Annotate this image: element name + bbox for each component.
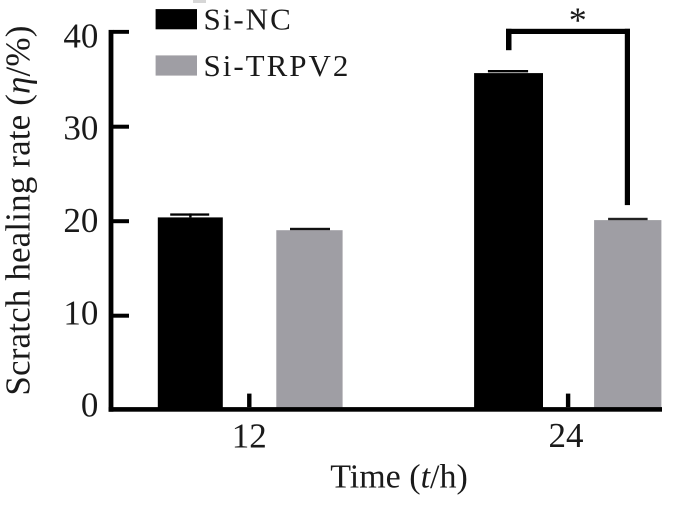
svg-text:Si-TRPV2: Si-TRPV2: [204, 48, 351, 83]
svg-text:24: 24: [549, 416, 584, 455]
svg-text:30: 30: [63, 109, 98, 148]
svg-text:*: *: [569, 0, 587, 40]
svg-text:Si-NC: Si-NC: [204, 2, 293, 37]
svg-text:10: 10: [63, 293, 98, 332]
svg-text:20: 20: [63, 201, 98, 240]
svg-text:Time (t/h): Time (t/h): [330, 458, 468, 495]
svg-text:0: 0: [81, 385, 99, 424]
svg-text:Scratch healing rate (η/%): Scratch healing rate (η/%): [0, 25, 38, 395]
svg-text:40: 40: [63, 17, 98, 56]
svg-text:12: 12: [232, 417, 267, 456]
